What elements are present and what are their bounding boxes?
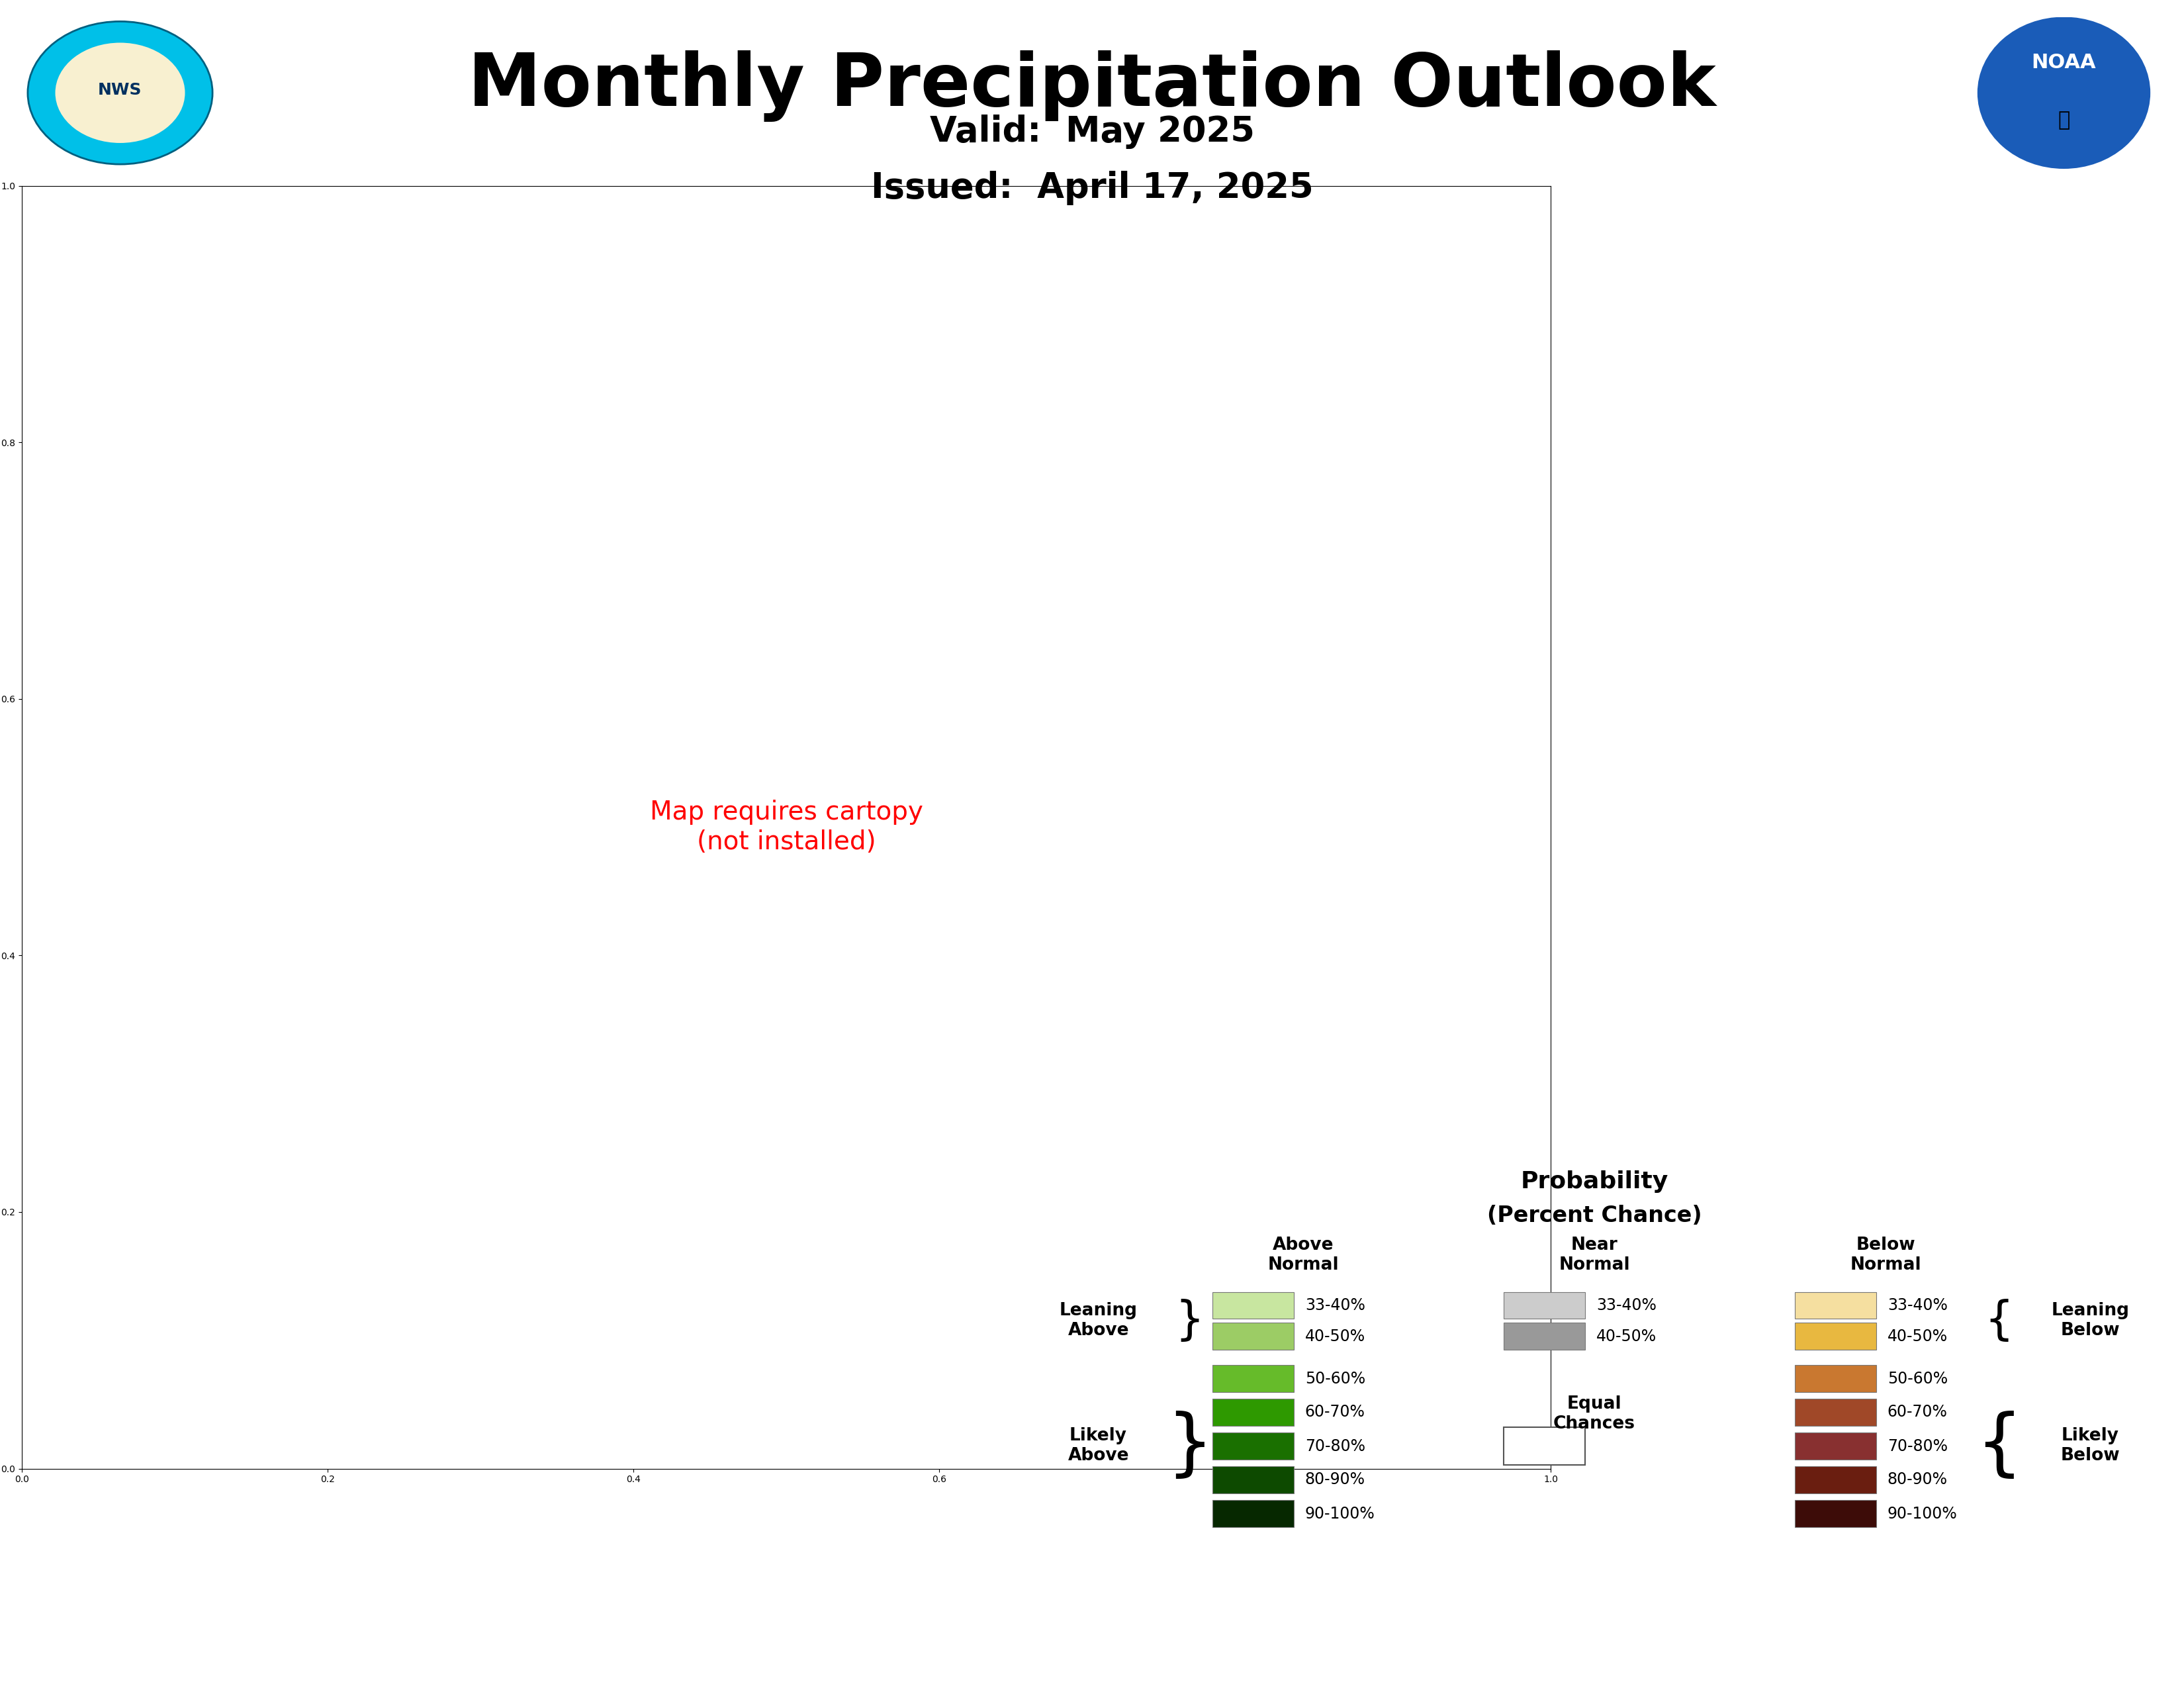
Text: 80-90%: 80-90%: [1306, 1472, 1365, 1487]
Text: 33-40%: 33-40%: [1597, 1298, 1655, 1313]
Bar: [1795, 1291, 1876, 1318]
Bar: [1212, 1291, 1293, 1318]
Bar: [1503, 1323, 1586, 1350]
Text: 90-100%: 90-100%: [1887, 1506, 1957, 1521]
Text: Monthly Precipitation Outlook: Monthly Precipitation Outlook: [467, 51, 1717, 122]
Text: 40-50%: 40-50%: [1306, 1328, 1365, 1344]
Text: 40-50%: 40-50%: [1887, 1328, 1948, 1344]
Bar: [1212, 1366, 1293, 1393]
Text: Above
Normal: Above Normal: [1267, 1236, 1339, 1273]
Bar: [1795, 1323, 1876, 1350]
Text: Probability: Probability: [1520, 1170, 1669, 1193]
Text: 33-40%: 33-40%: [1887, 1298, 1948, 1313]
Bar: [1795, 1399, 1876, 1426]
Text: Near
Normal: Near Normal: [1559, 1236, 1629, 1273]
Bar: [1212, 1467, 1293, 1494]
Bar: [1795, 1433, 1876, 1460]
Text: Valid:  May 2025: Valid: May 2025: [930, 115, 1254, 149]
Text: NOAA: NOAA: [2031, 52, 2097, 73]
Text: Issued:  April 17, 2025: Issued: April 17, 2025: [871, 170, 1313, 204]
Text: 🐟: 🐟: [2057, 111, 2070, 130]
Bar: [1795, 1366, 1876, 1393]
Text: 80-90%: 80-90%: [1887, 1472, 1948, 1487]
Bar: [1212, 1323, 1293, 1350]
Bar: [1212, 1433, 1293, 1460]
Text: Leaning
Below: Leaning Below: [2051, 1303, 2129, 1339]
Text: {: {: [1985, 1298, 2014, 1344]
Text: Likely
Below: Likely Below: [2062, 1428, 2121, 1465]
Bar: [1795, 1501, 1876, 1528]
Text: Below
Normal: Below Normal: [1850, 1236, 1922, 1273]
Text: 70-80%: 70-80%: [1306, 1438, 1365, 1453]
Text: (Percent Chance): (Percent Chance): [1487, 1205, 1701, 1225]
Text: Likely
Above: Likely Above: [1068, 1428, 1129, 1465]
Text: 50-60%: 50-60%: [1306, 1371, 1365, 1386]
Text: 40-50%: 40-50%: [1597, 1328, 1655, 1344]
Text: 70-80%: 70-80%: [1887, 1438, 1948, 1453]
Bar: [1212, 1399, 1293, 1426]
Bar: [1795, 1467, 1876, 1494]
Bar: [1212, 1501, 1293, 1528]
Text: NWS: NWS: [98, 81, 142, 98]
Text: Map requires cartopy
(not installed): Map requires cartopy (not installed): [649, 800, 924, 854]
Text: }: }: [1175, 1298, 1203, 1344]
Text: 60-70%: 60-70%: [1887, 1404, 1948, 1420]
Text: 33-40%: 33-40%: [1306, 1298, 1365, 1313]
Text: {: {: [1977, 1411, 2022, 1482]
Circle shape: [28, 22, 212, 164]
Text: }: }: [1166, 1411, 1212, 1482]
Text: Leaning
Above: Leaning Above: [1059, 1303, 1138, 1339]
Circle shape: [55, 42, 186, 143]
Bar: [1503, 1291, 1586, 1318]
Text: 90-100%: 90-100%: [1306, 1506, 1376, 1521]
Text: 50-60%: 50-60%: [1887, 1371, 1948, 1386]
Text: Equal
Chances: Equal Chances: [1553, 1394, 1636, 1431]
Text: 60-70%: 60-70%: [1306, 1404, 1365, 1420]
Ellipse shape: [1977, 17, 2151, 169]
Bar: [1503, 1426, 1586, 1465]
